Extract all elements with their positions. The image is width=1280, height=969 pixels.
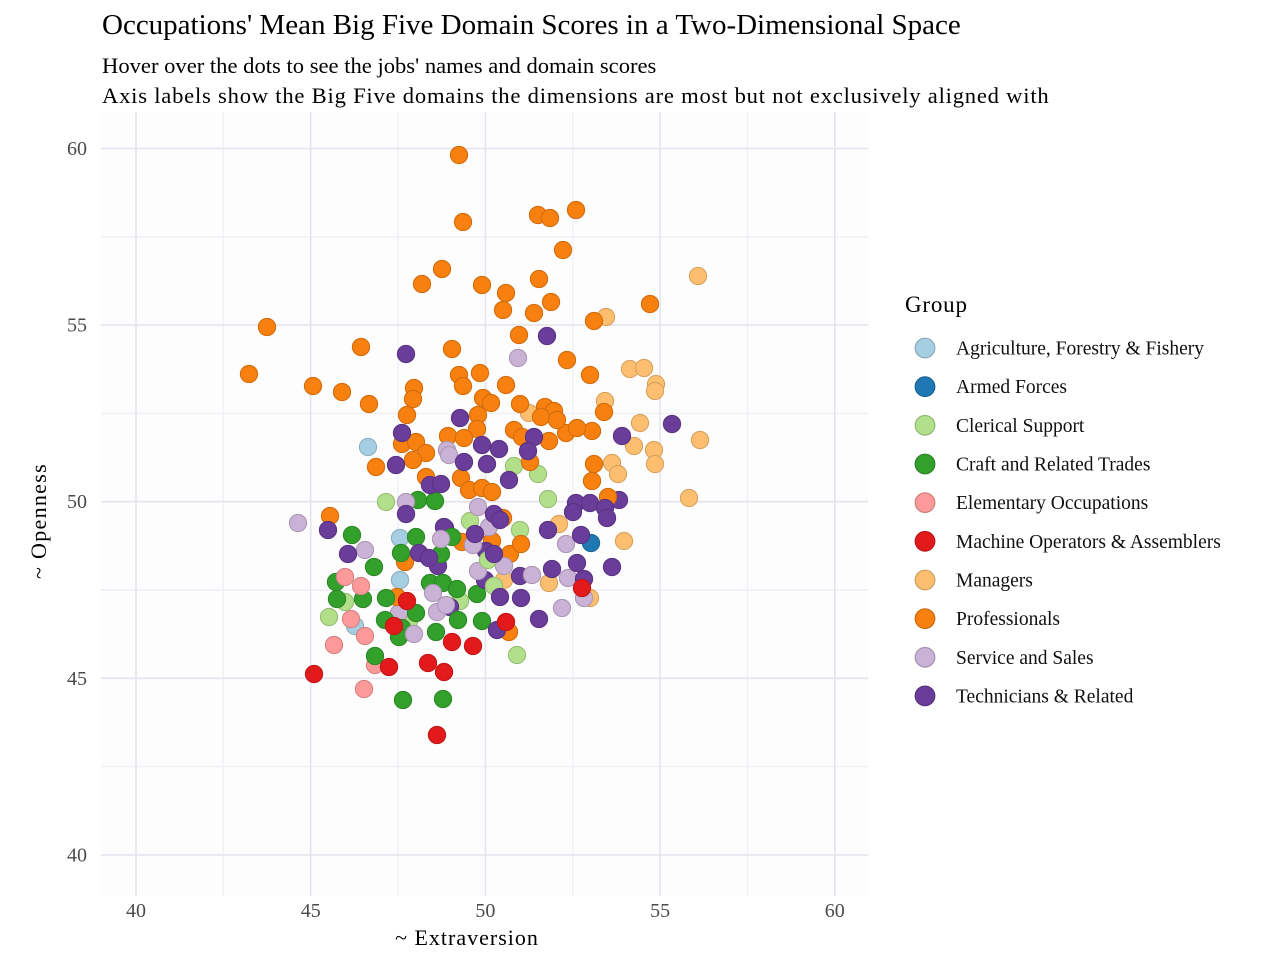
svg-text:Elementary Occupations: Elementary Occupations bbox=[956, 493, 1148, 514]
svg-text:~ Openness: ~ Openness bbox=[26, 463, 51, 579]
svg-text:40: 40 bbox=[67, 844, 87, 866]
svg-text:Armed Forces: Armed Forces bbox=[956, 377, 1067, 398]
svg-text:40: 40 bbox=[126, 900, 146, 922]
svg-text:45: 45 bbox=[301, 900, 321, 922]
svg-text:Craft and Related Trades: Craft and Related Trades bbox=[956, 455, 1150, 476]
svg-text:Clerical Support: Clerical Support bbox=[956, 416, 1085, 437]
svg-text:Service and Sales: Service and Sales bbox=[956, 648, 1094, 669]
svg-text:55: 55 bbox=[67, 315, 87, 337]
svg-text:50: 50 bbox=[475, 900, 495, 922]
svg-text:55: 55 bbox=[650, 900, 670, 922]
svg-text:45: 45 bbox=[67, 668, 87, 690]
svg-text:Machine Operators & Assemblers: Machine Operators & Assemblers bbox=[956, 532, 1221, 553]
svg-text:60: 60 bbox=[825, 900, 845, 922]
svg-text:Professionals: Professionals bbox=[956, 609, 1060, 630]
svg-text:50: 50 bbox=[67, 491, 87, 513]
svg-text:Technicians & Related: Technicians & Related bbox=[956, 686, 1134, 707]
svg-text:Group: Group bbox=[905, 292, 968, 317]
svg-text:~ Extraversion: ~ Extraversion bbox=[395, 925, 539, 950]
svg-text:Agriculture, Forestry & Fisher: Agriculture, Forestry & Fishery bbox=[956, 339, 1204, 360]
svg-text:60: 60 bbox=[67, 138, 87, 160]
svg-text:Managers: Managers bbox=[956, 571, 1033, 592]
